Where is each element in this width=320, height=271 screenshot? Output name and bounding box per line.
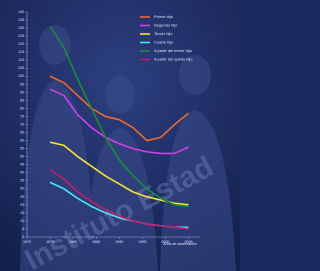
y-tick-label: 135 (18, 18, 24, 22)
legend-label: Tercer hijo (154, 31, 173, 36)
y-tick-label: 75 (20, 114, 24, 118)
y-tick-label: 5 (22, 227, 24, 231)
y-tick-label: 20 (20, 203, 24, 207)
legend-label: A partir del tercer hijo (154, 48, 193, 53)
y-tick-label: 0 (22, 235, 24, 239)
legend-label: Primer hijo (154, 14, 174, 19)
y-tick-label: 80 (20, 106, 24, 110)
y-tick-label: 70 (20, 122, 24, 126)
y-tick-label: 50 (20, 155, 24, 159)
y-tick-label: 15 (20, 211, 24, 215)
x-tick-label: 1970 (23, 240, 31, 244)
y-tick-label: 90 (20, 90, 24, 94)
y-tick-label: 110 (18, 58, 24, 62)
y-tick-label: 85 (20, 98, 24, 102)
x-tick-label: 1990 (115, 240, 123, 244)
y-tick-label: 140 (18, 10, 24, 14)
x-tick-label: 1985 (92, 240, 100, 244)
y-tick-label: 125 (18, 34, 24, 38)
y-tick-label: 120 (18, 42, 24, 46)
x-tick-label: 1995 (138, 240, 146, 244)
x-tick-label: 2005 (184, 240, 192, 244)
y-tick-label: 25 (20, 195, 24, 199)
y-tick-label: 65 (20, 130, 24, 134)
y-tick-label: 100 (18, 74, 24, 78)
y-tick-label: 105 (18, 66, 24, 70)
y-tick-label: 40 (20, 171, 24, 175)
legend-label: Segundo hijo (154, 23, 178, 28)
y-tick-label: 10 (20, 219, 24, 223)
y-tick-label: 95 (20, 82, 24, 86)
legend-label: Cuarto hijo (154, 40, 174, 45)
y-tick-label: 30 (20, 187, 24, 191)
y-tick-label: 55 (20, 147, 24, 151)
y-tick-label: 35 (20, 179, 24, 183)
y-tick-label: 45 (20, 163, 24, 167)
x-tick-label: 2000 (161, 240, 169, 244)
legend-label: A partir del quinto hijo (154, 57, 193, 62)
x-tick-label: 1980 (69, 240, 77, 244)
y-tick-label: 115 (18, 50, 24, 54)
chart: Instituto Estad Años de observación 0510… (0, 0, 240, 271)
x-tick-label: 1975 (46, 240, 54, 244)
y-tick-label: 130 (18, 26, 24, 30)
y-tick-label: 60 (20, 139, 24, 143)
